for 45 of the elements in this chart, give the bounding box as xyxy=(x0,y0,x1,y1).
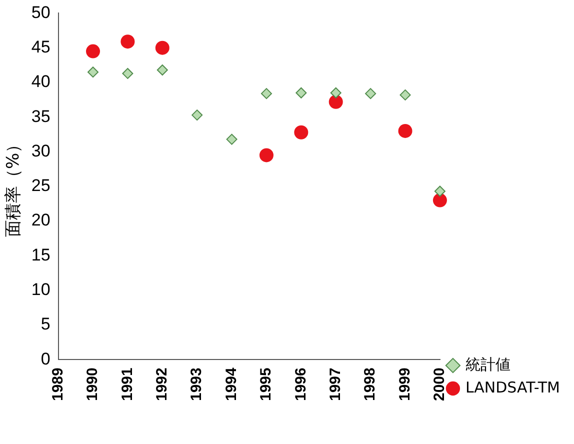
point xyxy=(192,110,203,121)
x-tick-label: 1999 xyxy=(396,368,414,402)
point xyxy=(226,134,238,145)
x-tick-label: 1997 xyxy=(327,368,344,402)
point xyxy=(432,193,447,208)
point xyxy=(400,89,411,100)
point xyxy=(122,68,134,79)
x-tick-label: 1990 xyxy=(84,368,102,402)
point xyxy=(294,125,308,140)
point xyxy=(330,87,342,98)
point xyxy=(88,66,99,78)
y-tick-label: 15 xyxy=(31,245,50,264)
y-tick-label: 20 xyxy=(31,210,50,230)
x-tick-label: 1994 xyxy=(222,366,240,402)
y-tick-label: 30 xyxy=(31,141,50,160)
x-tick-label: 1995 xyxy=(258,368,275,402)
x-tick-label: 2000 xyxy=(431,368,448,402)
y-tick-label: 5 xyxy=(40,314,50,334)
y-tick-label: 25 xyxy=(31,176,50,196)
legend-label: 統計値 xyxy=(465,355,510,374)
point xyxy=(328,94,343,109)
legend-label: LANDSAT-TM xyxy=(465,378,560,396)
y-axis-title: 面積率（%） xyxy=(4,136,24,237)
point xyxy=(120,34,135,49)
point xyxy=(434,186,446,197)
x-tick-label: 1998 xyxy=(362,368,379,402)
y-tick-label: 45 xyxy=(31,38,50,57)
x-tick-label: 1992 xyxy=(154,368,171,402)
y-tick-label: 50 xyxy=(31,2,50,22)
y-tick-label: 0 xyxy=(40,349,50,368)
y-tick-label: 10 xyxy=(31,280,50,300)
point xyxy=(398,124,412,138)
x-tick-label: 1996 xyxy=(292,368,310,402)
point xyxy=(156,64,168,76)
x-tick-label: 1989 xyxy=(49,368,66,402)
x-tick-label: 1993 xyxy=(188,368,206,402)
point xyxy=(296,87,307,98)
point xyxy=(86,44,100,58)
point xyxy=(365,88,376,100)
y-tick-label: 35 xyxy=(31,106,50,126)
x-tick-label: 1991 xyxy=(118,368,136,402)
point xyxy=(155,40,170,55)
point xyxy=(259,148,274,162)
y-tick-label: 40 xyxy=(31,72,50,92)
point xyxy=(260,88,272,100)
